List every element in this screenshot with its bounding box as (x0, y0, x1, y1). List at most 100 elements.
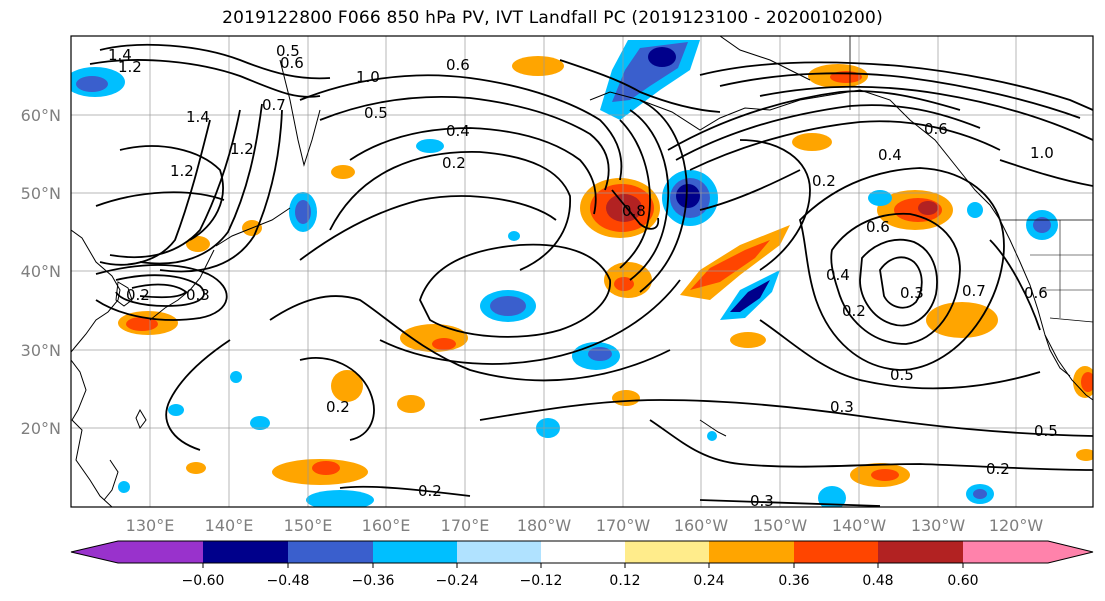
shade-feature (400, 324, 468, 352)
shade-feature (973, 489, 987, 499)
colorbar-tick-label: −0.24 (436, 573, 479, 589)
contour-line (699, 169, 801, 211)
lon-label-180w: 180°W (517, 516, 572, 535)
contour-line (299, 74, 623, 181)
shade-feature (792, 133, 832, 151)
shade-feature (868, 190, 892, 206)
colorbar-tick-label: 0.60 (947, 573, 978, 589)
colorbar-swatch (963, 541, 1048, 563)
shade-feature (918, 201, 938, 215)
contour-label: 0.2 (126, 286, 150, 304)
coastline-china-south (71, 359, 113, 507)
colorbar-swatch (878, 541, 963, 563)
contour-label: 0.4 (446, 122, 470, 140)
colorbar-swatch (288, 541, 373, 563)
coastline-korea (115, 281, 133, 307)
shade-feature (432, 338, 456, 350)
contour-line (879, 256, 923, 309)
shade-feature (1033, 217, 1051, 233)
contour-label: 1.0 (1030, 144, 1054, 162)
contour-line (559, 59, 721, 113)
colorbar-extend-max (1048, 541, 1093, 563)
contour-line (830, 212, 961, 345)
shade-feature (331, 370, 363, 402)
lon-label-140w: 140°W (832, 516, 887, 535)
contour-label: 0.2 (842, 302, 866, 320)
contour-labels: 1.4 1.2 0.5 0.6 0.6 1.0 0.7 1.4 0.5 1.2 … (108, 42, 1058, 507)
contour-label: 1.4 (186, 108, 210, 126)
lat-label-40n: 40°N (21, 262, 61, 281)
shade-feature (588, 347, 612, 361)
shade-feature (168, 404, 184, 416)
shade-feature (331, 165, 355, 179)
coastline-alaska (589, 89, 1001, 221)
coastline-japan (149, 249, 215, 321)
contour-line (719, 72, 1081, 119)
shade-feature (508, 231, 520, 241)
contour-label: 0.6 (924, 120, 948, 138)
coastline-asia (71, 229, 121, 353)
contour-line (99, 119, 211, 266)
colorbar-swatch (457, 541, 541, 563)
lat-label-60n: 60°N (21, 106, 61, 125)
contour-label: 0.2 (986, 460, 1010, 478)
contour-label: 1.4 (108, 46, 132, 64)
coastline-kuril (215, 207, 291, 247)
shade-feature (707, 431, 717, 441)
colorbar-tick-label: −0.12 (520, 573, 563, 589)
lat-label-50n: 50°N (21, 184, 61, 203)
shade-feature (312, 461, 340, 475)
contour-line (299, 195, 557, 261)
contour-label: 0.6 (446, 56, 470, 74)
lon-label-130e: 130°E (126, 516, 175, 535)
colorbar-tick-label: 0.36 (778, 573, 809, 589)
colorbar-swatch (794, 541, 878, 563)
contour-line (649, 419, 1093, 471)
shade-feature (490, 296, 526, 316)
map-title: 2019122800 F066 850 hPa PV, IVT Landfall… (222, 8, 883, 28)
colorbar-swatch (373, 541, 457, 563)
shade-feature (1076, 449, 1093, 461)
contour-label: 0.2 (418, 482, 442, 500)
contour-line (95, 264, 228, 321)
longitude-labels: 130°E 140°E 150°E 160°E 170°E 180°W 170°… (126, 516, 1044, 535)
contour-line (699, 499, 881, 507)
shade-feature (118, 481, 130, 493)
contour-label: 0.4 (878, 146, 902, 164)
contour-label: 0.2 (442, 154, 466, 172)
colorbar-swatch (541, 541, 583, 563)
colorbar: −0.60 −0.48 −0.36 −0.24 −0.12 0.12 0.24 … (70, 540, 1094, 589)
contour-label: 0.5 (1034, 422, 1058, 440)
shade-feature (871, 469, 899, 481)
contour-line (131, 283, 188, 299)
contour-line (739, 139, 811, 271)
shade-feature (186, 462, 206, 474)
contour-line (109, 109, 241, 259)
shade-feature (676, 184, 700, 208)
contour-line (115, 274, 205, 307)
contour-label: 0.2 (812, 172, 836, 190)
contour-line (89, 59, 321, 98)
contour-line (798, 167, 1005, 371)
colorbar-tick-label: 0.12 (609, 573, 640, 589)
colorbar-tick-label: 0.24 (693, 573, 724, 589)
lon-label-150e: 150°E (284, 516, 333, 535)
contour-line (349, 127, 597, 215)
shade-feature (648, 47, 676, 67)
contour-line (269, 295, 671, 382)
contour-line (999, 159, 1093, 187)
shade-feature (397, 395, 425, 413)
colorbar-tick-label: 0.48 (862, 573, 893, 589)
colorbar-tick-label: −0.60 (182, 573, 225, 589)
contour-line (699, 61, 1093, 111)
contour-line (95, 191, 225, 207)
contour-label: 1.2 (118, 58, 142, 76)
contour-line (299, 357, 375, 441)
shade-feature (690, 240, 770, 290)
contour-label: 0.3 (900, 284, 924, 302)
shade-feature (295, 200, 311, 224)
colorbar-swatch (709, 541, 794, 563)
coastline-taiwan (135, 408, 147, 430)
contour-line (859, 238, 938, 327)
